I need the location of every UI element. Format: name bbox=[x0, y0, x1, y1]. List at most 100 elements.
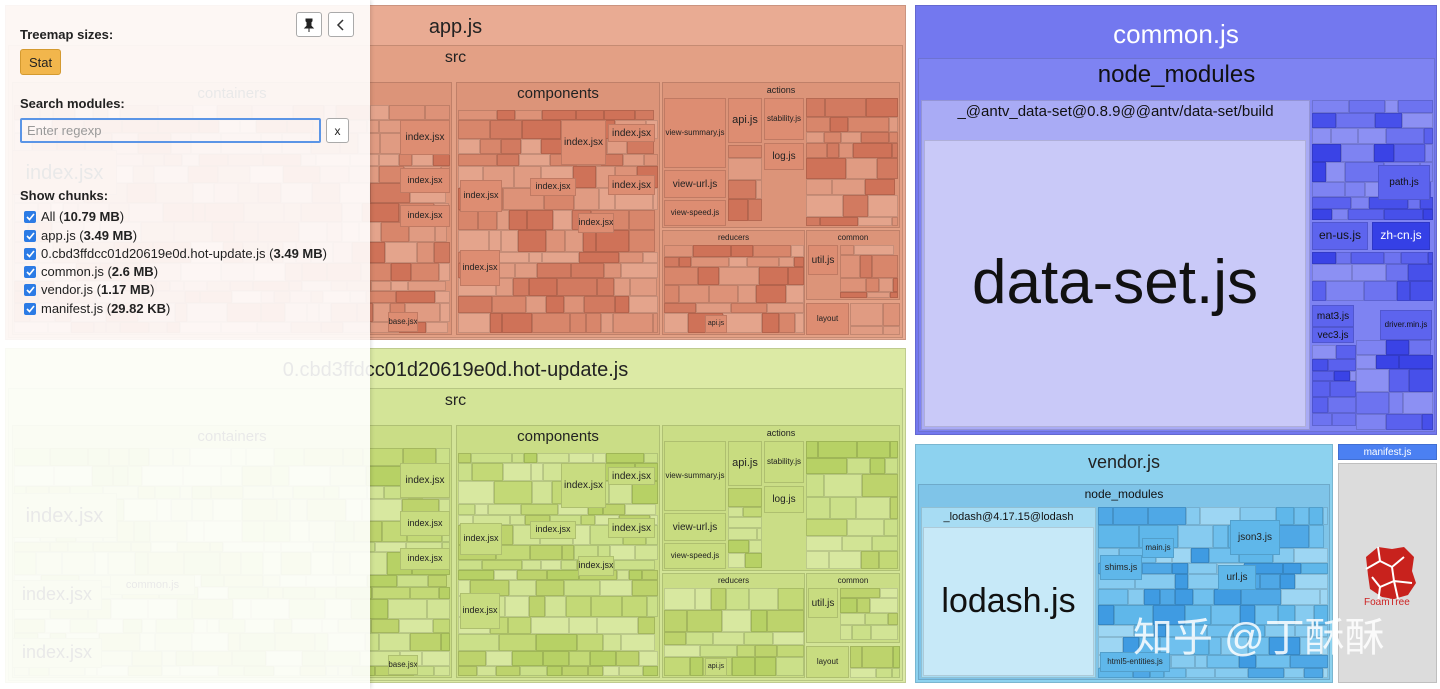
module: en-us.js bbox=[1312, 222, 1368, 250]
module-cell bbox=[531, 617, 569, 634]
module-cell bbox=[1186, 668, 1215, 678]
module-cell bbox=[1312, 252, 1336, 264]
module-cell bbox=[806, 458, 847, 474]
module: util.js bbox=[808, 588, 838, 618]
module-cell bbox=[537, 453, 569, 463]
clear-button[interactable]: x bbox=[326, 118, 349, 143]
collapse-button[interactable] bbox=[328, 12, 354, 37]
checkbox[interactable] bbox=[24, 247, 36, 260]
module-cell bbox=[472, 463, 503, 481]
module-cell bbox=[696, 303, 731, 313]
module-cell bbox=[806, 117, 830, 132]
module-cell bbox=[861, 551, 879, 569]
module: vec3.js bbox=[1312, 327, 1354, 343]
module-cell bbox=[870, 458, 885, 474]
chunk-checkbox[interactable]: manifest.js (29.82 KB) bbox=[24, 301, 170, 316]
module-cell bbox=[501, 139, 521, 154]
module-label: view-summary.js bbox=[665, 127, 725, 137]
checkbox[interactable] bbox=[24, 302, 36, 315]
stat-button[interactable]: Stat bbox=[20, 49, 61, 75]
module-cell bbox=[842, 536, 872, 551]
chunk-checkbox[interactable]: 0.cbd3ffdcc01d20619e0d.hot-update.js (3.… bbox=[24, 246, 327, 261]
module-cell bbox=[1240, 605, 1255, 625]
chunk-checkbox[interactable]: All (10.79 MB) bbox=[24, 209, 124, 224]
module-label: view-summary.js bbox=[665, 470, 725, 480]
module-label: index.jsx bbox=[462, 605, 498, 616]
module: index.jsx bbox=[608, 175, 655, 195]
module-cell bbox=[840, 598, 857, 613]
module-cell bbox=[458, 453, 471, 463]
module-cell bbox=[371, 281, 391, 291]
module-cell bbox=[388, 599, 427, 619]
module-cell bbox=[1334, 371, 1350, 381]
chunk-checkbox[interactable]: app.js (3.49 MB) bbox=[24, 228, 137, 243]
chunk-name: ) bbox=[150, 282, 155, 297]
module-cell bbox=[1239, 655, 1256, 668]
checkbox[interactable] bbox=[24, 265, 36, 278]
module-cell bbox=[1260, 574, 1280, 589]
chunk-size: 29.82 KB bbox=[111, 301, 166, 316]
module-cell bbox=[441, 633, 450, 651]
module-cell bbox=[664, 588, 695, 610]
module-cell bbox=[1312, 128, 1331, 144]
module-cell bbox=[1312, 144, 1341, 162]
module-label: api.js bbox=[732, 457, 758, 470]
folder-label: common bbox=[837, 576, 869, 585]
module-cell bbox=[439, 263, 450, 281]
module-cell bbox=[496, 278, 513, 296]
module-cell bbox=[1248, 637, 1269, 655]
module-cell bbox=[840, 245, 854, 255]
checkbox[interactable] bbox=[24, 283, 36, 296]
module-cell bbox=[1215, 668, 1248, 678]
chunks-label: Show chunks: bbox=[20, 188, 109, 203]
module-cell bbox=[806, 519, 847, 536]
pin-button[interactable] bbox=[296, 12, 322, 37]
module-cell bbox=[1193, 589, 1214, 605]
module-cell bbox=[1336, 345, 1356, 359]
module-cell bbox=[1194, 637, 1209, 655]
module-cell bbox=[1394, 144, 1425, 162]
module-cell bbox=[1312, 197, 1351, 209]
module-cell bbox=[1386, 264, 1408, 281]
module-cell bbox=[596, 230, 629, 252]
module-cell bbox=[497, 110, 515, 120]
module-cell bbox=[496, 666, 520, 676]
module-cell bbox=[820, 217, 858, 226]
module-cell bbox=[566, 596, 591, 617]
chunk-checkbox[interactable]: common.js (2.6 MB) bbox=[24, 264, 158, 279]
module-cell bbox=[643, 252, 658, 263]
module-cell bbox=[370, 105, 389, 120]
search-input[interactable]: Enter regexp bbox=[20, 118, 321, 143]
module-cell bbox=[629, 210, 655, 230]
module-cell bbox=[614, 278, 630, 296]
module-cell bbox=[561, 560, 577, 570]
module-cell bbox=[653, 313, 658, 333]
module-cell bbox=[698, 267, 719, 285]
module-cell bbox=[825, 98, 866, 117]
module-cell bbox=[1295, 574, 1328, 589]
watermark: 知乎 @丁酥酥 bbox=[1133, 616, 1385, 660]
module-cell bbox=[757, 528, 762, 540]
module-cell bbox=[1098, 605, 1114, 625]
chunk-checkbox[interactable]: vendor.js (1.17 MB) bbox=[24, 282, 154, 297]
module-cell bbox=[391, 263, 411, 281]
module-label: stability.js bbox=[766, 456, 802, 466]
module-cell bbox=[1256, 655, 1290, 668]
module-cell bbox=[728, 488, 762, 507]
module-cell bbox=[1356, 414, 1386, 430]
module-cell bbox=[1178, 525, 1213, 548]
module-cell bbox=[503, 463, 531, 481]
module-cell bbox=[700, 645, 737, 657]
module-cell bbox=[1160, 589, 1175, 605]
checkbox[interactable] bbox=[24, 229, 36, 242]
module-cell bbox=[435, 291, 450, 303]
module: log.js bbox=[764, 486, 804, 513]
checkbox[interactable] bbox=[24, 210, 36, 223]
module-cell bbox=[866, 278, 879, 292]
module: index.jsx bbox=[460, 593, 500, 629]
module-label: url.js bbox=[1226, 572, 1248, 583]
module-cell bbox=[524, 453, 537, 463]
module-cell bbox=[1185, 605, 1211, 625]
module-cell bbox=[744, 632, 773, 645]
